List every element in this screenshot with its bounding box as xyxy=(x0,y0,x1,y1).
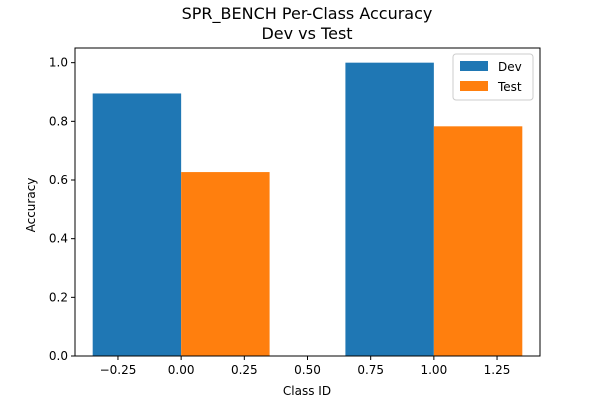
x-tick-label: 0.50 xyxy=(294,363,321,377)
bar-test-class-0 xyxy=(181,172,269,356)
y-tick-label: 0.2 xyxy=(49,290,68,304)
x-tick-label: 0.75 xyxy=(357,363,384,377)
y-tick-label: 0.6 xyxy=(49,173,68,187)
x-tick-label: 1.00 xyxy=(420,363,447,377)
bar-dev-class-1 xyxy=(345,63,433,356)
bar-test-class-1 xyxy=(434,126,522,356)
x-tick-label: 1.25 xyxy=(484,363,511,377)
legend-swatch-test xyxy=(460,81,488,91)
legend-swatch-dev xyxy=(460,61,488,71)
bar-dev-class-0 xyxy=(93,93,181,356)
y-axis-label: Accuracy xyxy=(24,178,38,233)
y-tick-label: 0.0 xyxy=(49,349,68,363)
y-tick-label: 1.0 xyxy=(49,56,68,70)
x-tick-label: −0.25 xyxy=(100,363,137,377)
legend: Dev Test xyxy=(453,54,533,100)
y-tick-label: 0.8 xyxy=(49,114,68,128)
chart-title: SPR_BENCH Per-Class Accuracy xyxy=(182,4,433,24)
legend-label-test: Test xyxy=(497,80,522,94)
x-tick-label: 0.25 xyxy=(231,363,258,377)
legend-label-dev: Dev xyxy=(498,60,522,74)
y-tick-label: 0.4 xyxy=(49,232,68,246)
x-tick-label: 0.00 xyxy=(168,363,195,377)
x-axis-label: Class ID xyxy=(283,384,331,398)
chart-subtitle: Dev vs Test xyxy=(261,24,352,43)
